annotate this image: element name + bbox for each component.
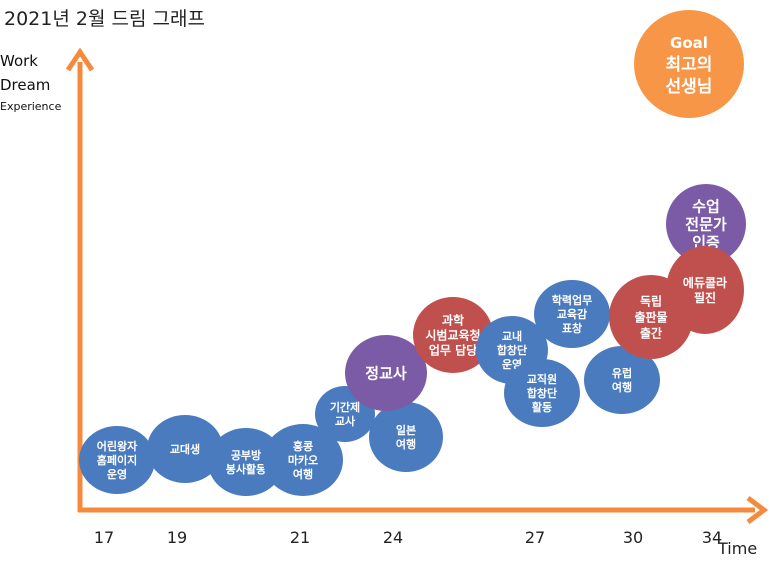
bubble-label: Goal (670, 34, 708, 52)
x-tick-label: 19 (167, 528, 187, 547)
bubble-label: 전문가 (685, 215, 727, 233)
bubble-label: 출판물 (634, 309, 667, 324)
bubble-shape (263, 424, 343, 496)
page-title: 2021년 2월 드림 그래프 (4, 8, 205, 30)
bubble-regular-teacher: 정교사 (345, 335, 427, 411)
x-tick-label: 34 (702, 528, 722, 547)
bubble-label: 활동 (532, 400, 552, 414)
bubble-shape (369, 402, 443, 472)
bubble-label: 에듀콜라 (683, 275, 727, 290)
axes (65, 47, 769, 524)
bubble-label: 최고의 (666, 55, 713, 75)
bubble-label: 학력업무 (552, 293, 592, 307)
y-axis-arrowhead (65, 47, 95, 72)
x-tick-label: 27 (525, 528, 545, 547)
bubble-label: 교대생 (170, 442, 200, 456)
bubble-label: 봉사활동 (226, 462, 266, 476)
bubble-label: 교사 (335, 414, 356, 428)
bubble-shape (666, 184, 746, 264)
bubble-label: 유럽 (612, 366, 632, 380)
bubble-label: 합창단 (497, 343, 527, 357)
bubble-label: 교내 (502, 329, 522, 343)
bubble-label: 홈페이지 (97, 453, 137, 467)
bubble-shape (147, 415, 223, 483)
bubble-shape (534, 280, 610, 348)
bubble-label: 여행 (612, 380, 632, 394)
bubble-label: 교직원 (527, 372, 557, 386)
y-axis-label-experience: Experience (0, 100, 62, 113)
bubble-shape (79, 426, 155, 494)
bubble-label: 합창단 (527, 386, 557, 400)
bubble-label: 출간 (640, 325, 662, 340)
bubble-shape (413, 297, 493, 373)
bubble-label: 교육감 (557, 307, 587, 321)
x-ticks: 17 19 21 24 27 30 34 (94, 528, 722, 547)
bubble-label: 업무 담당 (429, 342, 477, 357)
bubble-label: 운영 (107, 468, 127, 481)
x-tick-label: 21 (290, 528, 310, 547)
bubble-label: 여행 (396, 437, 416, 451)
x-tick-label: 30 (623, 528, 643, 547)
bubble-label: 독립 (640, 294, 662, 308)
bubble-shape (584, 346, 660, 414)
bubble-shape (345, 335, 427, 411)
bubble-label: 마카오 (288, 453, 318, 467)
bubble-label: 기간제 (330, 400, 360, 414)
y-axis-label-work: Work (0, 52, 38, 70)
x-axis-arrowhead (746, 496, 769, 524)
bubble-shape (504, 359, 580, 427)
bubble-label: 선생님 (666, 77, 713, 97)
bubble-teachers-college: 교대생 (147, 415, 223, 483)
bubble-label: 시범교육청 (425, 327, 480, 342)
bubble-label: 표창 (562, 321, 582, 335)
bubble-label: 여행 (293, 467, 313, 481)
x-tick-label: 24 (383, 528, 403, 547)
y-axis-label-dream: Dream (0, 76, 51, 94)
bubble-label: 수업 (692, 197, 720, 215)
x-axis-label: Time (718, 539, 758, 558)
bubble-label: 공부방 (231, 448, 261, 462)
bubble-label: 필진 (694, 290, 716, 305)
bubble-label: 정교사 (365, 364, 407, 382)
bubble-label: 홍콩 (293, 439, 313, 453)
bubble-shape (666, 246, 744, 334)
bubble-shape (208, 428, 284, 496)
bubble-label: 일본 (396, 423, 416, 437)
bubble-label: 어린왕자 (97, 439, 138, 453)
x-tick-label: 17 (94, 528, 114, 547)
bubble-label: 과학 (442, 312, 464, 327)
bubble-shape (634, 10, 744, 118)
